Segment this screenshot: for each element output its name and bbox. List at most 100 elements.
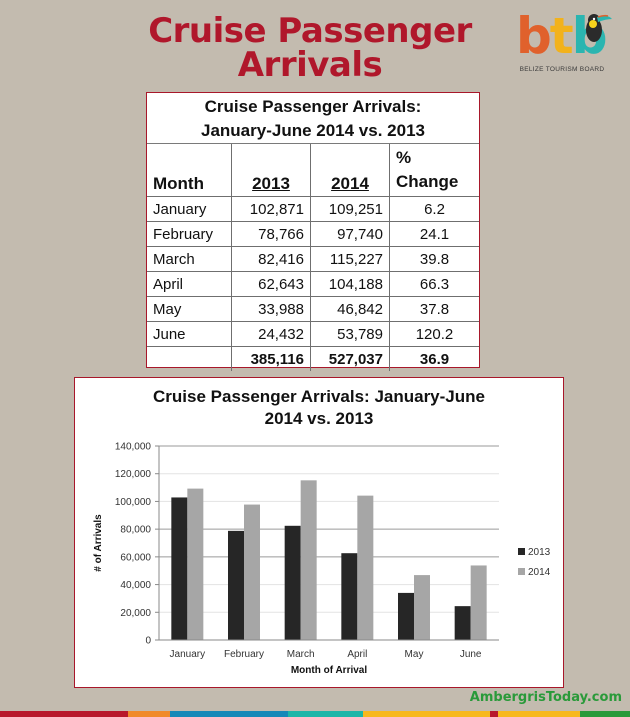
cell-month: June <box>147 321 232 347</box>
table-title-line-1: Cruise Passenger Arrivals: <box>204 97 422 116</box>
cell-2014: 53,789 <box>310 321 390 347</box>
cell-2013: 78,766 <box>231 221 311 247</box>
cell-month: March <box>147 246 232 272</box>
cell-2013: 82,416 <box>231 246 311 272</box>
x-tick-label: March <box>287 649 315 660</box>
cell-pct: 37.8 <box>389 296 479 322</box>
arrivals-table-card: Cruise Passenger Arrivals: January-June … <box>146 92 480 371</box>
table-title: Cruise Passenger Arrivals: January-June … <box>147 93 479 144</box>
header-2014: 2014 <box>310 144 390 197</box>
stripe-segment <box>128 711 170 717</box>
cell-pct: 39.8 <box>389 246 479 272</box>
table-header-row: Month 2013 2014 % Change <box>147 144 479 197</box>
toucan-icon <box>586 14 612 42</box>
footer-color-stripe <box>0 711 630 717</box>
headline-line-1: Cruise Passenger <box>148 11 472 51</box>
x-tick-label: January <box>170 649 206 660</box>
cell-pct: 66.3 <box>389 271 479 297</box>
cell-pct: 120.2 <box>389 321 479 347</box>
chart-title: Cruise Passenger Arrivals: January-June … <box>75 386 563 430</box>
table-row: February 78,766 97,740 24.1 <box>147 221 479 247</box>
page-headline: Cruise Passenger Arrivals <box>140 14 480 82</box>
stripe-segment <box>0 711 128 717</box>
stripe-segment <box>363 711 490 717</box>
bar-2014-march <box>300 480 317 640</box>
cell-month: April <box>147 271 232 297</box>
stripe-segment <box>490 711 498 717</box>
cell-2013: 24,432 <box>231 321 311 347</box>
y-tick-label: 20,000 <box>120 608 151 619</box>
chart-title-line-1: Cruise Passenger Arrivals: January-June <box>153 387 485 406</box>
btb-logo: btb BELIZE TOURISM BOARD <box>510 7 612 78</box>
chart-bars <box>171 480 487 640</box>
cell-2013: 102,871 <box>231 196 311 222</box>
x-tick-label: June <box>460 649 482 660</box>
table-row: January 102,871 109,251 6.2 <box>147 196 479 222</box>
chart-legend: 2013 2014 <box>518 547 551 578</box>
bar-2014-april <box>357 495 374 640</box>
bar-chart: 0 20,000 40,000 60,000 80,000 100,000 120,000 1… <box>93 442 551 677</box>
legend-label-2014: 2014 <box>528 567 551 578</box>
logo-caption: BELIZE TOURISM BOARD <box>519 66 605 73</box>
cell-month: January <box>147 196 232 222</box>
cell-2013: 62,643 <box>231 271 311 297</box>
cell-2014: 46,842 <box>310 296 390 322</box>
bar-2013-may <box>398 592 414 640</box>
x-tick-label: February <box>224 649 264 660</box>
bar-2014-february <box>244 504 260 640</box>
x-axis-labels: January February March April May June <box>170 649 482 660</box>
bar-2014-june <box>470 565 487 640</box>
cell-pct: 6.2 <box>389 196 479 222</box>
y-tick-label: 0 <box>145 636 151 647</box>
table-row: March 82,416 115,227 39.8 <box>147 246 479 272</box>
cell-2013: 33,988 <box>231 296 311 322</box>
logo-letter-t: t <box>549 7 574 65</box>
bar-2013-february <box>228 530 244 640</box>
table-title-line-2: January-June 2014 vs. 2013 <box>201 121 425 140</box>
bar-2014-may <box>414 575 430 640</box>
y-tick-label: 80,000 <box>120 525 151 536</box>
legend-swatch-2013 <box>518 548 525 555</box>
cell-2014: 104,188 <box>310 271 390 297</box>
x-tick-label: May <box>405 649 424 660</box>
cell-month: February <box>147 221 232 247</box>
legend-swatch-2014 <box>518 568 525 575</box>
stripe-segment <box>580 711 630 717</box>
total-2013: 385,116 <box>231 346 311 371</box>
x-axis-title: Month of Arrival <box>291 665 368 676</box>
arrivals-chart-card: Cruise Passenger Arrivals: January-June … <box>74 377 564 688</box>
bar-2013-march <box>284 525 301 640</box>
cell-2014: 97,740 <box>310 221 390 247</box>
cell-month: May <box>147 296 232 322</box>
chart-gridlines <box>159 445 499 613</box>
y-tick-label: 140,000 <box>115 442 152 453</box>
table-row: June 24,432 53,789 120.2 <box>147 321 479 347</box>
bar-2013-june <box>454 606 471 640</box>
table-total-row: 385,116 527,037 36.9 <box>147 346 479 371</box>
total-pct: 36.9 <box>389 346 479 371</box>
cell-month <box>147 346 232 371</box>
y-tick-label: 40,000 <box>120 580 151 591</box>
total-2014: 527,037 <box>310 346 390 371</box>
ambergristoday-link[interactable]: AmbergrisToday.com <box>469 690 622 705</box>
logo-letter-b: b <box>516 7 552 65</box>
chart-title-line-2: 2014 vs. 2013 <box>264 409 374 428</box>
cell-pct: 24.1 <box>389 221 479 247</box>
table-row: May 33,988 46,842 37.8 <box>147 296 479 322</box>
stripe-segment <box>498 711 580 717</box>
header-pct-change: % Change <box>389 144 479 197</box>
bar-2013-april <box>341 553 358 640</box>
headline-line-2: Arrivals <box>237 45 383 85</box>
y-axis-ticks: 0 20,000 40,000 60,000 80,000 100,000 120,000 1… <box>115 442 159 647</box>
y-axis-title: # of Arrivals <box>93 514 104 572</box>
bar-2014-january <box>187 488 204 640</box>
cell-2014: 109,251 <box>310 196 390 222</box>
x-tick-label: April <box>347 649 367 660</box>
header-2013: 2013 <box>231 144 311 197</box>
stripe-segment <box>288 711 363 717</box>
header-month: Month <box>147 144 232 197</box>
y-tick-label: 60,000 <box>120 552 151 563</box>
y-tick-label: 120,000 <box>115 469 152 480</box>
legend-label-2013: 2013 <box>528 547 551 558</box>
table-row: April 62,643 104,188 66.3 <box>147 271 479 297</box>
